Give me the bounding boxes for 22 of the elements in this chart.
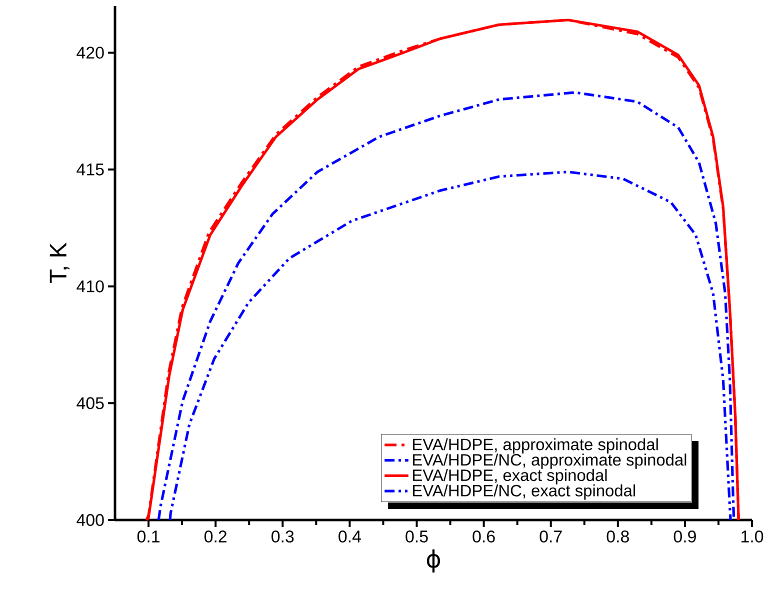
x-tick-label: 0.6 [472,530,495,543]
y-tick-label: 400 [76,514,104,526]
x-tick-label: 0.8 [606,530,629,543]
legend-label: EVA/HDPE, approximate spinodal [413,438,658,454]
x-tick-label: 0.9 [674,530,696,543]
line-series [157,91,736,522]
legend-label: EVA/HDPE/NC, exact spinodal [413,484,635,500]
x-tick-label: 0.3 [272,530,294,543]
legend-label: EVA/HDPE, exact spinodal [413,469,607,484]
x-tick-label: 1.0 [742,530,764,543]
x-tick-label: 0.1 [137,530,160,543]
y-tick-label: 410 [76,280,104,292]
x-axis-title: ϕ [426,549,440,572]
y-tick-label: 420 [76,46,104,59]
x-tick-label: 0.4 [338,530,361,543]
y-axis-title: T, K [50,242,70,284]
y-tick-label: 415 [76,164,104,176]
x-tick-label: 0.7 [540,530,562,543]
legend-label: EVA/HDPE/NC, approximate spinodal [413,454,686,469]
x-tick-label: 0.2 [204,530,226,543]
y-tick-label: 405 [76,397,104,410]
x-tick-label: 0.5 [406,530,428,543]
